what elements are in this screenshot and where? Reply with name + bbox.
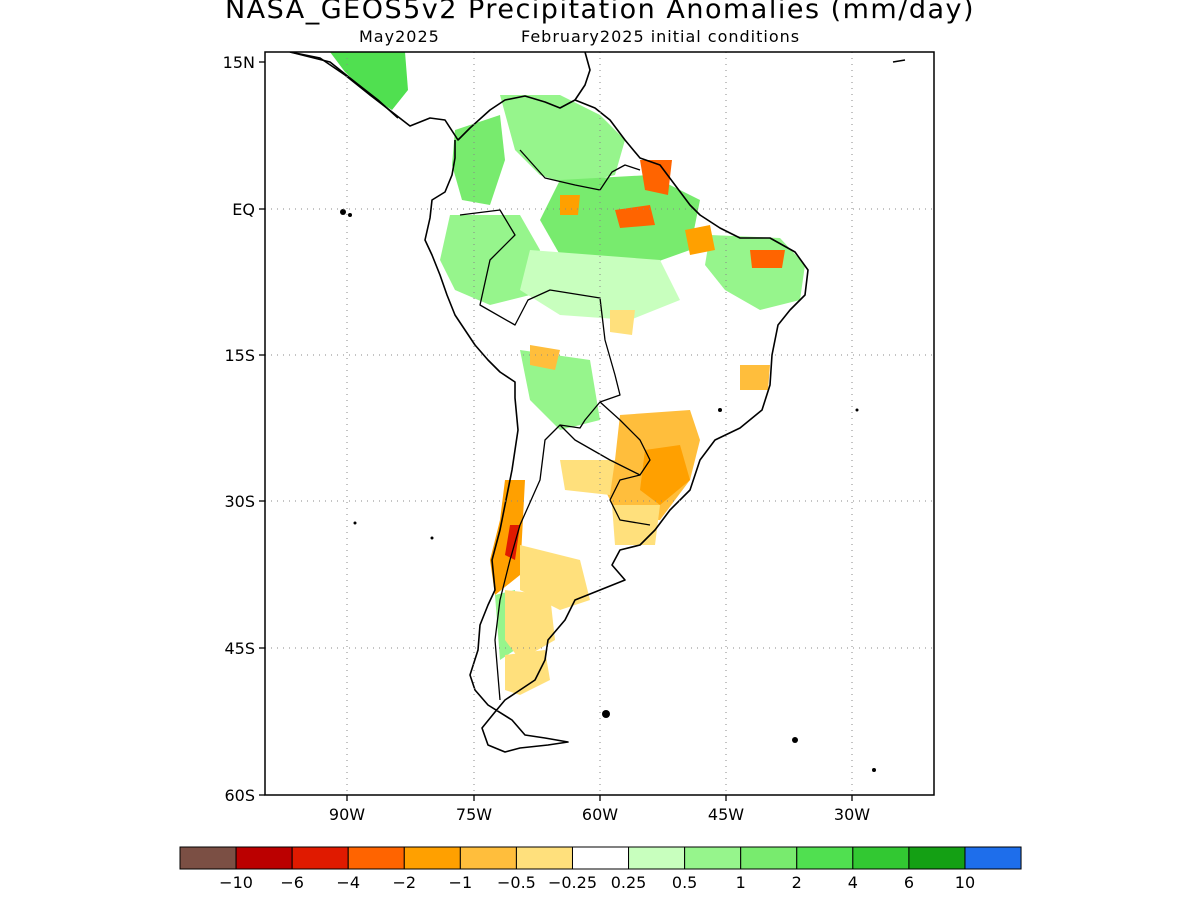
longitude-label: 30W (834, 805, 870, 824)
dry-patch-amazon-west (560, 195, 580, 215)
south-georgia-island (792, 737, 798, 743)
colorbar-swatch (347, 846, 405, 870)
dry-patch-bahia (740, 365, 770, 390)
colorbar-swatch (628, 846, 686, 870)
longitude-label: 60W (582, 805, 618, 824)
map-title: NASA_GEOS5v2 Precipitation Anomalies (mm… (224, 0, 976, 25)
colorbar-swatch (796, 846, 854, 870)
initial-conditions: February2025 initial conditions (521, 27, 801, 46)
colorbar-label: −4 (336, 873, 360, 892)
dry-patch-patagonia-south (505, 650, 550, 695)
wet-patch-amazon-south (520, 250, 680, 320)
islands (340, 209, 876, 772)
dry-patch-ceara (750, 250, 785, 268)
colorbar-label: −2 (392, 873, 416, 892)
dry-patch-maranhao (685, 225, 715, 255)
dry-patch-andes (505, 525, 520, 560)
colorbar-swatch (179, 846, 237, 870)
wet-patch-bolivia (520, 350, 600, 430)
colorbar-swatch (684, 846, 742, 870)
juan-fernandez-island (353, 521, 357, 525)
colorbar-label: 0.25 (611, 873, 647, 892)
latitude-label: 15S (224, 346, 255, 365)
colorbar: −10 −6 −4 −2 −1 −0.5 −0.25 0.25 0.5 1 2 4 6 10 (179, 846, 1022, 892)
latitude-label: 30S (224, 492, 255, 511)
caribbean-coast (574, 52, 591, 101)
dry-patch-uruguay (612, 505, 660, 545)
colorbar-label: −10 (219, 873, 253, 892)
latitude-label: 45S (224, 639, 255, 658)
colorbar-label: 1 (736, 873, 746, 892)
colorbar-swatch (235, 846, 293, 870)
forecast-month: May2025 (359, 27, 440, 46)
colorbar-swatch (571, 846, 630, 870)
colorbar-label: −0.25 (548, 873, 597, 892)
colorbar-label: −0.5 (497, 873, 536, 892)
wet-patch-colombia (452, 115, 505, 205)
colorbar-label: 0.5 (672, 873, 697, 892)
latitude-label: EQ (232, 200, 255, 219)
border-west (459, 209, 621, 701)
longitude-label: 75W (456, 805, 492, 824)
colorbar-swatch (459, 846, 517, 870)
colorbar-swatch (515, 846, 573, 870)
dry-patch-amapa (615, 205, 655, 228)
south-sandwich-island (872, 768, 876, 772)
latitude-label: 15N (223, 53, 255, 72)
falkland-islands (602, 710, 610, 718)
colorbar-label: 4 (848, 873, 858, 892)
colorbar-swatch (964, 846, 1022, 870)
south-america-coast (289, 52, 809, 753)
dry-patch-central-chile (490, 480, 525, 595)
colorbar-swatch (740, 846, 798, 870)
map-frame (264, 51, 935, 796)
wet-patch-central-america (330, 52, 408, 110)
dry-patch-suriname (640, 160, 672, 195)
atlantic-island (892, 59, 906, 63)
colorbar-swatch (403, 846, 461, 870)
dry-patch-patagonia-north (505, 590, 555, 660)
colorbar-label: −1 (449, 873, 473, 892)
latitude-label: 60S (224, 786, 255, 805)
dry-patch-parana (640, 445, 690, 505)
coastlines (289, 52, 906, 753)
colorbar-label: 10 (955, 873, 975, 892)
dry-patch-bolivia (530, 345, 560, 370)
colorbar-label: −6 (280, 873, 304, 892)
colorbar-swatch (908, 846, 966, 870)
colorbar-swatch (852, 846, 910, 870)
colorbar-swatch (291, 846, 349, 870)
border-paraguay (559, 424, 641, 476)
galapagos-island (348, 213, 352, 217)
dry-patch-chaco (560, 460, 615, 495)
juan-fernandez-island (430, 536, 434, 540)
colorbar-label: 6 (904, 873, 914, 892)
longitude-label: 45W (708, 805, 744, 824)
axes: 15N EQ 15S 30S 45S 60S 90W 75W 60W 45W 30W (223, 53, 871, 824)
coastal-island (718, 408, 722, 412)
central-america-coast (289, 52, 399, 119)
galapagos-island (340, 209, 346, 215)
dry-patch-mato-grosso (610, 310, 635, 335)
trindade-island (855, 408, 859, 412)
colorbar-label: 2 (792, 873, 802, 892)
longitude-label: 90W (329, 805, 365, 824)
